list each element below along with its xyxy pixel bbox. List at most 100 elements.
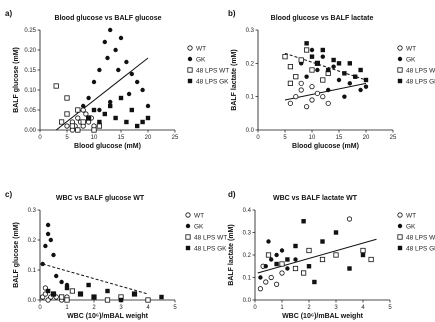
legend-marker: [185, 223, 191, 229]
data-point: [269, 257, 274, 262]
data-point: [309, 54, 315, 59]
data-point: [293, 94, 299, 100]
data-point: [353, 74, 358, 79]
x-tick-label: 10: [91, 135, 98, 141]
y-axis-label: BALF lactate (mM): [228, 224, 235, 285]
x-tick-label: 10: [309, 135, 316, 141]
y-tick-label: 0.0: [28, 298, 37, 304]
x-tick-label: 3: [119, 305, 123, 311]
data-point: [346, 216, 353, 222]
data-point: [108, 103, 113, 109]
y-tick-label: 0.3: [246, 28, 255, 34]
data-point: [64, 95, 70, 101]
data-point: [69, 288, 75, 294]
data-point: [320, 77, 326, 83]
data-point: [263, 264, 268, 269]
y-tick-label: 0.1: [28, 268, 37, 274]
data-point: [309, 97, 315, 103]
data-point: [64, 111, 70, 117]
legend-entry: 48 LPS WT: [406, 67, 435, 74]
x-tick-label: 3: [334, 305, 338, 311]
data-point: [274, 252, 279, 258]
y-tick-label: 0.05: [24, 108, 36, 114]
data-point: [97, 119, 102, 125]
data-point: [279, 270, 285, 276]
data-point: [287, 80, 294, 86]
data-point: [51, 291, 56, 297]
y-axis-label: BALF glucose (mM): [13, 222, 20, 288]
chart-panel-4: d) WBC vs BALF lactate WT 0 1 2 3 4 5 0.0 0.1 0.2 0…: [228, 190, 435, 320]
y-tick-label: 0.2: [243, 253, 252, 259]
data-point: [309, 67, 315, 73]
data-point: [105, 55, 110, 61]
legend-marker: [187, 67, 193, 73]
x-axis-label: Blood glucose (mM): [74, 143, 141, 150]
data-point: [59, 279, 64, 285]
data-point: [306, 247, 312, 254]
y-tick-label: 0.0: [246, 128, 255, 134]
data-point: [81, 103, 86, 109]
data-point: [298, 87, 304, 93]
data-point: [309, 47, 315, 53]
data-point: [285, 257, 290, 262]
chart-panel-1: a) Blood glucose vs BALF glucose 0 5 10 15 20 2…: [5, 9, 229, 150]
data-point: [293, 257, 298, 262]
data-point: [45, 222, 51, 228]
chart-title: WBC vs BALF lactate WT: [273, 195, 358, 202]
data-point: [86, 282, 91, 288]
x-tick-label: 1: [65, 305, 69, 311]
data-point: [91, 294, 97, 300]
data-point: [48, 237, 53, 243]
legend-marker: [397, 223, 403, 229]
data-point: [304, 41, 309, 46]
data-point: [135, 79, 140, 85]
data-point: [309, 84, 315, 90]
x-tick-label: 4: [361, 305, 365, 311]
x-axis-label: WBC (10⁶)/mBAL weight: [67, 313, 149, 320]
legend-entry: GK: [406, 56, 416, 63]
data-point: [135, 123, 140, 129]
data-point: [331, 64, 336, 69]
data-point: [265, 252, 272, 258]
x-axis-label: WBC (10⁶)/mBAL weight: [282, 313, 364, 320]
data-point: [105, 288, 110, 294]
legend-marker: [397, 78, 403, 84]
data-point: [266, 239, 271, 244]
data-point: [347, 81, 352, 86]
data-point: [282, 54, 288, 60]
data-point: [342, 94, 347, 99]
data-point: [40, 261, 45, 267]
legend-marker: [187, 56, 193, 62]
legend-entry: WT: [194, 212, 204, 219]
legend-entry: 48 LPS GK: [194, 245, 227, 252]
legend-entry: WT: [406, 45, 416, 52]
data-point: [64, 297, 70, 303]
data-point: [342, 71, 347, 76]
data-point: [86, 95, 91, 101]
data-point: [75, 127, 81, 133]
legend-marker: [397, 67, 403, 73]
data-point: [257, 286, 263, 292]
chart-panel-3: c) WBC vs BALF glucose WT 0 1 2 3 4 5 0.0 0.1 0.2 0…: [5, 190, 227, 320]
data-point: [336, 77, 342, 83]
data-point: [358, 87, 363, 93]
legend-entry: 48 LPS GK: [406, 78, 435, 85]
x-tick-label: 0: [38, 305, 42, 311]
legend-marker: [185, 234, 191, 240]
data-point: [320, 239, 325, 244]
data-point: [263, 279, 269, 285]
data-point: [113, 47, 118, 53]
data-point: [279, 261, 285, 267]
y-tick-label: 0.25: [24, 28, 36, 34]
data-point: [368, 256, 374, 263]
data-point: [285, 266, 290, 271]
legend-marker: [187, 78, 193, 84]
data-point: [43, 243, 48, 249]
data-point: [97, 67, 102, 73]
legend-entry: WT: [196, 45, 206, 52]
data-point: [304, 74, 309, 79]
data-point: [333, 230, 339, 235]
legend-marker: [185, 245, 191, 251]
data-point: [53, 83, 59, 89]
data-point: [159, 294, 164, 300]
